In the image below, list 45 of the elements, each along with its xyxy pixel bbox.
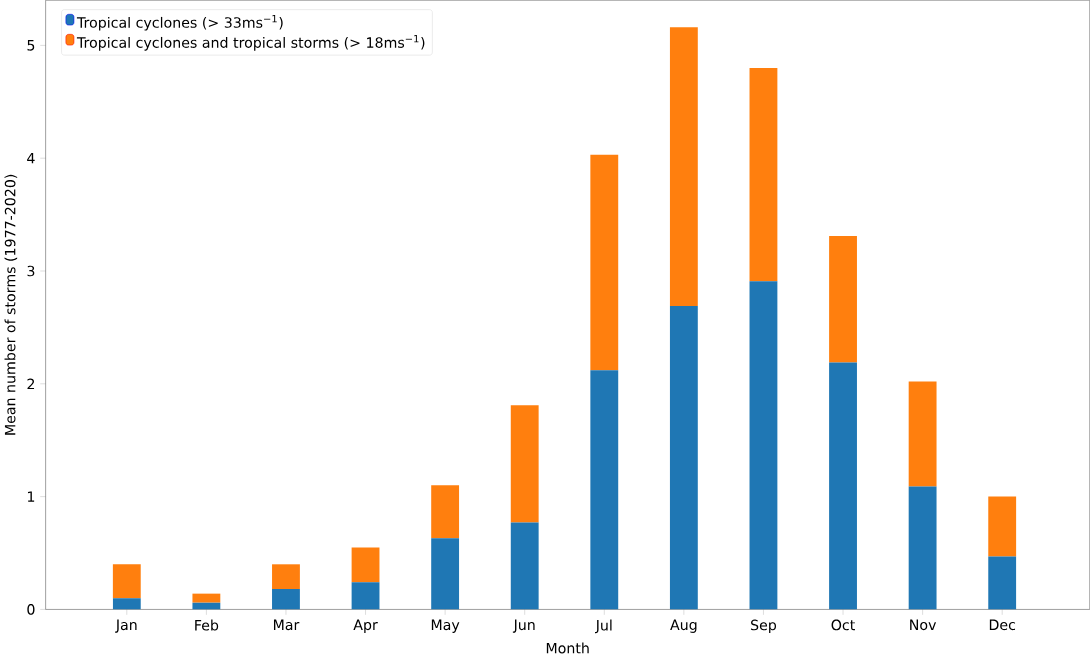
bar (749, 281, 778, 610)
x-tick-label: Apr (353, 619, 378, 633)
bar (669, 27, 698, 306)
x-axis-title: Month (546, 642, 589, 654)
bar (829, 236, 857, 363)
bar (510, 522, 539, 610)
bar (590, 154, 619, 371)
x-tick-label: May (431, 619, 460, 633)
bar (272, 589, 300, 610)
bar (112, 598, 141, 610)
y-tick-label: 0 (27, 604, 35, 615)
bar (192, 593, 221, 603)
y-tick-label: 1 (27, 491, 35, 502)
y-tick-label: 2 (27, 378, 35, 390)
bar (988, 556, 1017, 610)
x-tick-label: Jan (115, 619, 137, 633)
x-tick-label: Aug (670, 619, 697, 633)
bar (908, 381, 937, 487)
x-tick-label: Jun (512, 619, 535, 633)
x-tick-label: Oct (831, 619, 855, 631)
x-tick-label: Sep (751, 619, 777, 634)
x-tick-label: Mar (273, 619, 300, 631)
bar (351, 547, 380, 583)
x-tick-label: Dec (989, 619, 1016, 631)
x-tick-label: Feb (195, 619, 219, 631)
x-tick-label: Nov (910, 619, 937, 631)
y-axis-title: Mean number of storms (1977-2020) (4, 174, 18, 435)
legend-label: Tropical cyclones (> 33ms$^{−1}$) (76, 15, 283, 31)
bar (431, 485, 460, 539)
bar (272, 564, 300, 590)
bar (829, 362, 857, 610)
bar (908, 486, 937, 610)
y-tick-label: 4 (27, 153, 35, 164)
bar (590, 370, 619, 610)
bar (351, 582, 380, 610)
bar (669, 305, 698, 610)
bar (510, 405, 539, 523)
bar (749, 67, 778, 282)
y-tick-label: 3 (27, 265, 35, 277)
x-tick-label: Jul (594, 619, 612, 634)
y-tick-label: 5 (27, 40, 35, 51)
bar (431, 538, 460, 610)
bar (112, 564, 141, 599)
legend-label: Tropical cyclones and tropical storms (> 18ms$^{−1}$) (76, 35, 425, 51)
bar (988, 496, 1017, 557)
